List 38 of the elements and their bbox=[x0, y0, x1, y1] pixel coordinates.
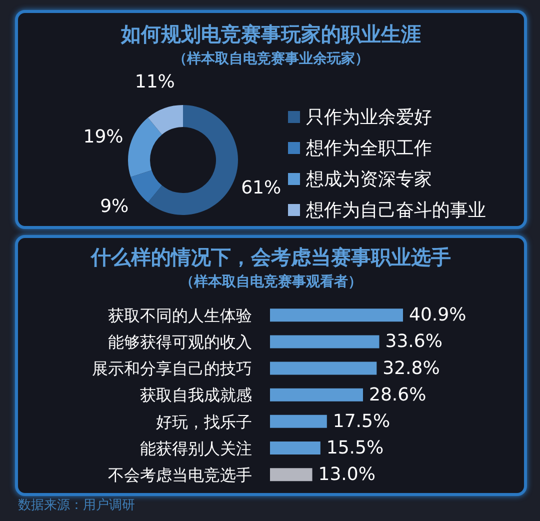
bar bbox=[270, 335, 380, 348]
chart-subtitle: （样本取自电竞赛事观看者） bbox=[179, 273, 363, 291]
y-tick-label: 好玩，找乐子 bbox=[156, 412, 252, 432]
donut-slice bbox=[128, 118, 162, 177]
data-label: 33.6% bbox=[385, 331, 442, 352]
donut-slice bbox=[148, 105, 238, 215]
y-tick-label: 获取自我成就感 bbox=[140, 386, 252, 405]
text: （样本取自电竞赛事业余玩家） bbox=[172, 50, 370, 68]
y-tick-label: 不会考虑当电竞选手 bbox=[108, 465, 252, 484]
data-label: 61% bbox=[241, 178, 282, 199]
data-label: 40.9% bbox=[409, 304, 466, 326]
data-label: 15.5% bbox=[326, 438, 384, 458]
bar bbox=[270, 362, 377, 375]
data-label: 32.8% bbox=[382, 358, 440, 379]
text: 如何规划电竞赛事玩家的职业生涯 bbox=[120, 21, 422, 48]
legend-label: 想成为资深专家 bbox=[306, 168, 432, 190]
bar bbox=[270, 308, 403, 322]
donut-slice bbox=[148, 105, 183, 135]
legend-label: 想作为自己奋斗的事业 bbox=[306, 198, 486, 222]
y-tick-label: 能够获得可观的收入 bbox=[108, 332, 252, 352]
bar bbox=[270, 468, 312, 482]
donut-slice bbox=[130, 170, 162, 202]
y-tick-label: 能获得别人关注 bbox=[140, 438, 252, 458]
data-label: 28.6% bbox=[369, 384, 426, 406]
data-label: 13.0% bbox=[318, 464, 376, 486]
bar bbox=[270, 442, 320, 454]
chart-title: 什么样的情况下，会考虑当赛事职业选手 bbox=[90, 244, 452, 271]
data-label: 9% bbox=[100, 196, 129, 218]
legend-label: 只作为业余爱好 bbox=[306, 106, 432, 128]
y-tick-label: 展示和分享自己的技巧 bbox=[92, 359, 252, 378]
y-tick-label: 获取不同的人生体验 bbox=[108, 306, 252, 325]
data-label: 19% bbox=[83, 126, 124, 148]
data-label: 17.5% bbox=[332, 410, 390, 432]
source-note: 数据来源：用户调研 bbox=[18, 497, 135, 514]
bar bbox=[270, 414, 327, 428]
legend-label: 想作为全职工作 bbox=[306, 136, 432, 160]
data-label: 11% bbox=[134, 71, 175, 92]
bar bbox=[270, 388, 363, 402]
